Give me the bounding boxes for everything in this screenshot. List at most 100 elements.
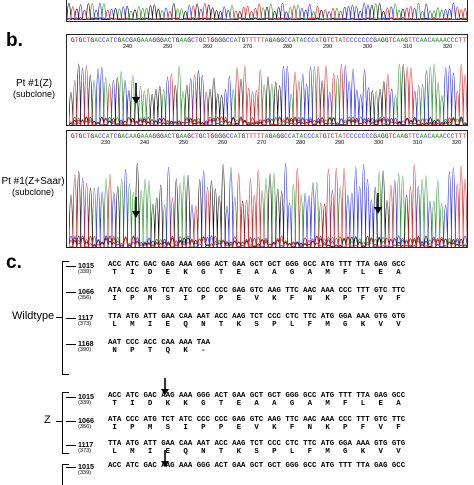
base-call: C: [125, 133, 130, 140]
base-call: C: [191, 133, 195, 140]
nucleotide-position: 1015 (339): [78, 463, 102, 477]
base-call: T: [412, 37, 416, 44]
base-call: C: [353, 37, 358, 44]
base-call: G: [276, 37, 281, 44]
position-tick-label: 280: [283, 44, 293, 50]
base-call: G: [71, 37, 75, 44]
base-call: C: [303, 37, 308, 44]
trace-G: [69, 162, 467, 247]
position-tick-label: 250: [163, 44, 173, 50]
codon-number: (339): [78, 400, 92, 406]
base-call: T: [245, 37, 250, 44]
base-call: C: [330, 37, 335, 44]
base-call: C: [229, 37, 234, 44]
base-call: A: [396, 37, 401, 44]
base-call: T: [74, 37, 79, 44]
panel-c-letter: c.: [6, 252, 22, 273]
mutation-arrow-icon: [374, 193, 382, 214]
base-call: T: [412, 133, 416, 140]
base-call: A: [133, 37, 137, 44]
base-call: A: [377, 133, 381, 140]
base-call: G: [175, 37, 180, 44]
base-call: G: [381, 37, 385, 44]
row-bracket-tick: [66, 318, 76, 319]
base-call: C: [369, 133, 374, 140]
trace-A: [69, 171, 467, 247]
base-call: A: [148, 37, 153, 44]
trace-A: [67, 2, 467, 20]
mutation-arrow-icon: [132, 83, 140, 104]
base-call: A: [264, 133, 269, 140]
base-call: C: [369, 37, 374, 44]
base-call: C: [450, 133, 455, 140]
base-call: T: [171, 37, 176, 44]
base-call: G: [210, 37, 215, 44]
nucleotide-position: 1117 (373): [78, 314, 102, 328]
base-call: G: [241, 37, 246, 44]
base-call: C: [365, 37, 370, 44]
trace-T: [67, 3, 467, 20]
base-call: C: [98, 37, 102, 44]
base-call: A: [144, 37, 149, 44]
base-call: A: [400, 37, 405, 44]
base-call: G: [90, 37, 95, 44]
base-call: C: [113, 37, 118, 44]
base-call: G: [384, 133, 389, 140]
codon-number: (339): [78, 269, 92, 275]
position-tick-label: 310: [403, 44, 413, 50]
base-call: T: [195, 37, 199, 44]
base-call: A: [419, 133, 424, 140]
codon-sequence: TTA ATG ATT GAA CAA AAT ACC AAG TCT CCC …: [108, 440, 406, 448]
base-call: T: [86, 133, 91, 140]
base-call: T: [408, 37, 412, 44]
base-call: C: [446, 133, 451, 140]
base-call: T: [342, 37, 347, 44]
base-call: C: [454, 37, 459, 44]
base-call: C: [311, 133, 316, 140]
mutation-arrow-icon: [132, 197, 140, 218]
position-tick-label: 260: [203, 44, 213, 50]
base-call: A: [435, 133, 440, 140]
nucleotide-number: 1015: [78, 392, 94, 401]
base-call: C: [415, 37, 420, 44]
base-call: C: [288, 133, 292, 140]
base-call: T: [458, 133, 463, 140]
base-call: C: [202, 133, 207, 140]
row-bracket-tick: [66, 467, 76, 468]
nucleotide-position: 1066 (356): [78, 417, 102, 431]
base-call: T: [206, 37, 211, 44]
base-call: C: [350, 37, 354, 44]
base-call: G: [218, 133, 223, 140]
wildtype-bracket-tick: [56, 317, 62, 318]
nucleotide-number: 1066: [78, 416, 94, 425]
chromatogram-z-saar-subclone: GTGCTGACCATCGACAAGAAAGGGACTGAAGCTGCTGGGG…: [66, 130, 468, 248]
base-call: A: [431, 133, 436, 140]
row-bracket-tick: [66, 266, 76, 267]
base-call: C: [113, 133, 118, 140]
amino-acid-sequence: L M I E Q N T K S P L F M G K V V: [108, 448, 401, 456]
wildtype-label: Wildtype: [12, 310, 55, 322]
base-call: T: [86, 37, 91, 44]
base-call: G: [384, 37, 389, 44]
codon-number: (373): [78, 448, 92, 454]
base-call: T: [260, 133, 265, 140]
sample-subtitle: (subclone): [11, 187, 55, 197]
base-call: T: [319, 133, 323, 140]
base-call: T: [334, 133, 339, 140]
row-bracket-tick: [66, 445, 76, 446]
base-call-sequence: GTGCTGACCATCGACGAGAAAGGGACTGAAGCTGCTGGGG…: [71, 37, 467, 44]
base-call: A: [105, 37, 110, 44]
nucleotide-position: 1015 (339): [78, 262, 102, 276]
base-call: G: [198, 133, 203, 140]
amino-acid-sequence: N P T Q K -: [108, 347, 206, 355]
base-call: T: [408, 133, 412, 140]
base-call: C: [450, 37, 455, 44]
base-call: T: [319, 37, 323, 44]
base-call: T: [462, 37, 467, 44]
base-call: A: [396, 133, 401, 140]
base-call: A: [121, 133, 126, 140]
base-call: C: [365, 133, 370, 140]
base-call: T: [326, 37, 331, 44]
base-call: A: [140, 37, 145, 44]
base-call: A: [144, 133, 149, 140]
